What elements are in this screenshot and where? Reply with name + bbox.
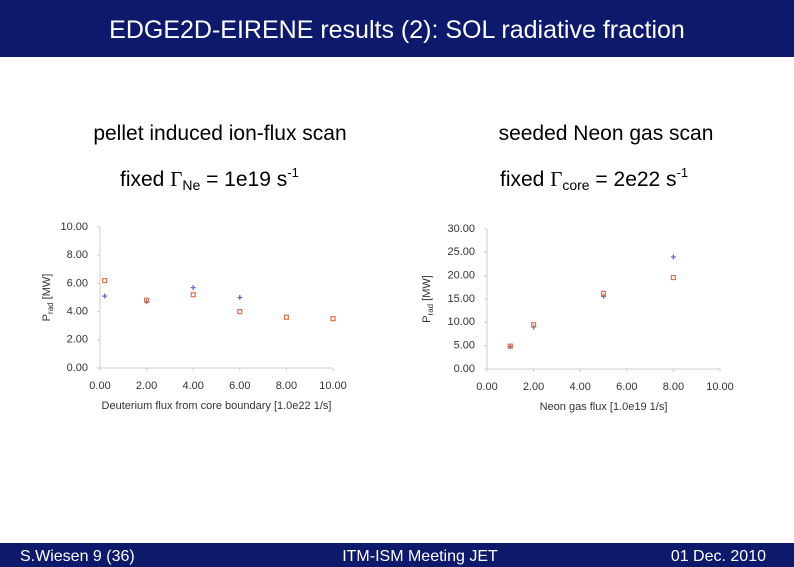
y-tick-label: 25.00: [447, 246, 475, 258]
y-axis-label: Prad [MW]: [421, 275, 435, 323]
label-unit: [MW]: [41, 274, 53, 303]
x-tick-label: 10.00: [706, 381, 734, 393]
title-bar: [0, 0, 794, 57]
subscript: core: [562, 177, 589, 193]
footer-author: S.Wiesen 9 (36): [20, 548, 135, 565]
x-tick-label: 8.00: [276, 380, 297, 392]
x-tick-label: 0.00: [476, 381, 497, 393]
superscript: -1: [287, 165, 299, 180]
y-tick-label: 0.00: [67, 362, 88, 374]
marker: [507, 343, 513, 349]
footer-date: 01 Dec. 2010: [671, 548, 766, 565]
x-tick-label: 4.00: [182, 380, 203, 392]
subscript: Ne: [182, 177, 200, 193]
y-tick-label: 5.00: [454, 340, 475, 352]
x-tick-label: 6.00: [616, 381, 637, 393]
x-tick-label: 0.00: [89, 380, 110, 392]
marker: [670, 274, 677, 281]
y-tick-label: 20.00: [447, 270, 475, 282]
y-tick-label: 0.00: [454, 363, 475, 375]
marker: [144, 297, 150, 303]
superscript: -1: [677, 165, 689, 180]
x-tick-label: 10.00: [319, 380, 347, 392]
y-tick-label: 8.00: [67, 249, 88, 261]
footer-event: ITM-ISM Meeting JET: [342, 548, 498, 565]
subheading: fixed ΓNe = 1e19 s-1: [120, 165, 299, 193]
symbol: Γ: [170, 167, 182, 191]
y-tick-label: 10.00: [447, 316, 475, 328]
marker: [600, 290, 607, 296]
marker: [237, 295, 243, 300]
marker: [190, 285, 196, 291]
slide-title: EDGE2D-EIRENE results (2): SOL radiative…: [109, 16, 685, 44]
y-tick-label: 10.00: [60, 221, 88, 233]
symbol: Γ: [550, 167, 562, 191]
x-axis-label: Deuterium flux from core boundary [1.0e2…: [102, 400, 332, 412]
footer-bar: [0, 543, 794, 567]
text: fixed: [120, 168, 170, 191]
label-unit: [MW]: [421, 275, 433, 304]
label-text: P: [41, 314, 53, 321]
y-tick-label: 2.00: [67, 334, 88, 346]
x-tick-label: 8.00: [663, 381, 684, 393]
text: fixed: [500, 168, 550, 191]
label-subscript: rad: [46, 302, 55, 314]
marker: [283, 314, 289, 320]
x-tick-label: 2.00: [523, 381, 544, 393]
x-tick-label: 4.00: [569, 381, 590, 393]
label-text: P: [421, 315, 433, 322]
marker: [190, 292, 196, 298]
marker: [102, 277, 108, 284]
marker: [102, 293, 108, 299]
subheading: fixed Γcore = 2e22 s-1: [500, 165, 688, 193]
text: = 2e22 s: [590, 168, 677, 191]
y-tick-label: 4.00: [67, 306, 88, 318]
text: = 1e19 s: [200, 168, 287, 191]
heading: seeded Neon gas scan: [499, 122, 714, 145]
x-tick-label: 2.00: [136, 380, 157, 392]
y-tick-label: 15.00: [447, 293, 475, 305]
x-tick-label: 6.00: [229, 380, 250, 392]
heading: pellet induced ion-flux scan: [93, 122, 346, 145]
marker: [237, 309, 243, 315]
marker: [601, 293, 606, 299]
label-subscript: rad: [426, 304, 435, 316]
marker: [530, 322, 537, 328]
x-axis-label: Neon gas flux [1.0e19 1/s]: [540, 401, 668, 413]
y-axis-label: Prad [MW]: [41, 274, 55, 322]
y-tick-label: 6.00: [67, 277, 88, 289]
y-tick-label: 30.00: [447, 223, 475, 235]
marker: [330, 316, 336, 322]
marker: [670, 254, 676, 260]
